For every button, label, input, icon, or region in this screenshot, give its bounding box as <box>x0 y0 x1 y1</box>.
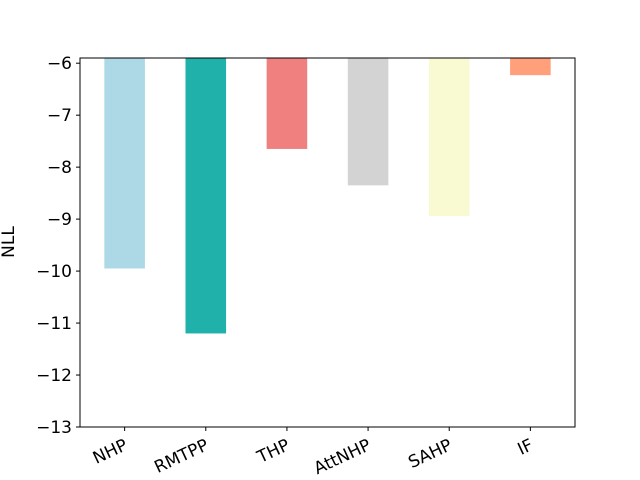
y-tick-label: −8 <box>47 158 72 178</box>
x-tick-label: AttNHP <box>311 435 374 479</box>
bar <box>428 58 470 216</box>
bar <box>510 58 551 76</box>
bar <box>104 58 145 269</box>
x-tick-label: NHP <box>90 435 131 468</box>
y-tick-label: −10 <box>36 262 72 282</box>
x-tick-label: IF <box>515 435 537 459</box>
y-axis-label: NLL <box>0 226 19 258</box>
y-tick-label: −12 <box>36 366 72 386</box>
x-tick-label: SAHP <box>405 435 455 472</box>
x-tick-label: RMTPP <box>151 435 211 477</box>
y-tick-label: −6 <box>47 54 72 74</box>
y-tick-label: −11 <box>36 314 72 334</box>
plot-frame <box>79 57 576 428</box>
y-tick-label: −7 <box>47 106 72 126</box>
bar <box>185 58 227 334</box>
bar <box>266 58 308 149</box>
y-tick-label: −13 <box>36 418 72 438</box>
y-tick-label: −9 <box>47 210 72 230</box>
x-tick-label: THP <box>253 435 293 468</box>
bar <box>347 58 389 186</box>
